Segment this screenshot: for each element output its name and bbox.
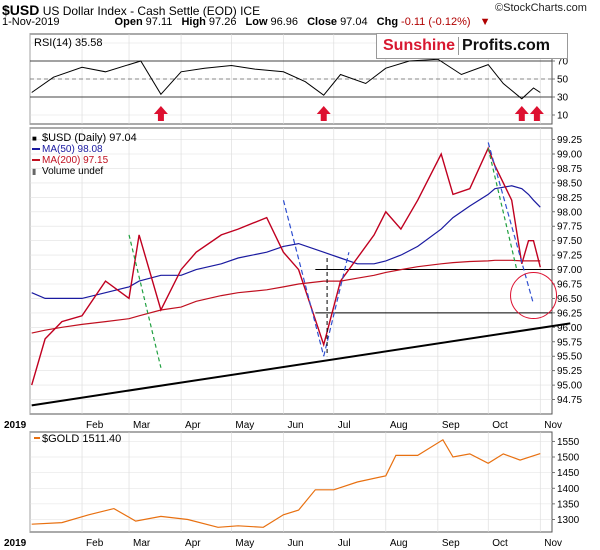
usd-legend: $USD (Daily) 97.04 <box>42 132 137 144</box>
gold-panel-ytick-label: 1300 <box>557 515 580 526</box>
open-value: 97.11 <box>145 16 173 28</box>
gold-legend: $GOLD 1511.40 <box>42 433 121 445</box>
gold-xtick-label: Apr <box>185 538 201 549</box>
brand-logo: Sunshine Profits.com <box>376 33 568 59</box>
brand-profits: Profits.com <box>462 37 551 54</box>
symbol: $USD <box>2 2 40 18</box>
rsi-panel-ytick-label: 50 <box>557 75 569 86</box>
rsi-panel-ytick-label: 10 <box>557 111 569 122</box>
chart-header-line2: 1-Nov-2019 Open 97.11 High 97.26 Low 96.96 … <box>2 16 497 28</box>
usd-price-panel-ytick-label: 95.75 <box>557 337 582 348</box>
usd-xtick-label: 2019 <box>4 420 27 431</box>
usd-xtick-label: Aug <box>390 420 408 431</box>
usd-price-panel-ytick-label: 97.25 <box>557 251 582 262</box>
usd-price-panel-ytick-label: 95.25 <box>557 366 582 377</box>
usd-xtick-label: May <box>235 420 254 431</box>
gold-panel-ytick-label: 1450 <box>557 468 580 479</box>
usd-price-panel-ytick-label: 95.50 <box>557 352 582 363</box>
highlight-circle <box>510 272 558 320</box>
blue-dashed-line <box>323 252 350 357</box>
chart-header-line1: $USD US Dollar Index - Cash Settle (EOD)… <box>2 2 260 18</box>
volume-legend: Volume undef <box>42 166 103 177</box>
usd-price-panel-ytick-label: 94.75 <box>557 395 582 406</box>
usd-price-panel-ytick-label: 95.00 <box>557 381 582 392</box>
low-value: 96.96 <box>270 16 299 28</box>
usd-price-panel-ytick-label: 96.00 <box>557 323 582 334</box>
rsi-panel-ytick-label: 30 <box>557 93 569 104</box>
ma200-legend: MA(200) 97.15 <box>42 155 109 166</box>
up-arrow-icon <box>514 106 529 121</box>
gold-xtick-label: Oct <box>492 538 508 549</box>
gold-xtick-label: 2019 <box>4 538 27 549</box>
rsi-panel-ytick-label: 70 <box>557 57 569 68</box>
gold-xtick-label: Feb <box>86 538 104 549</box>
green-dashed-line <box>128 234 162 368</box>
chart-date: 1-Nov-2019 <box>2 16 60 28</box>
up-arrow-icon <box>316 106 331 121</box>
usd-xtick-label: Nov <box>544 420 562 431</box>
usd-price-panel-ytick-label: 97.00 <box>557 265 582 276</box>
usd-price-panel-ytick-label: 99.25 <box>557 135 582 146</box>
usd-xtick-label: Apr <box>185 420 201 431</box>
gold-xtick-label: Jul <box>338 538 351 549</box>
usd-price-panel-ytick-label: 96.50 <box>557 294 582 305</box>
gold-line <box>31 438 541 528</box>
up-arrow-icon <box>529 106 544 121</box>
usd-xtick-label: Jun <box>287 420 303 431</box>
up-arrow-icon <box>153 106 168 121</box>
open-label: Open <box>114 16 143 28</box>
close-value: 97.04 <box>340 16 368 28</box>
chg-label: Chg <box>376 16 399 28</box>
usd-legend-swatch: ■ <box>32 134 37 143</box>
close-label: Close <box>307 16 338 28</box>
gold-panel-frame <box>29 431 553 533</box>
high-label: High <box>181 16 206 28</box>
high-value: 97.26 <box>208 16 237 28</box>
usd-xtick-label: Sep <box>442 420 460 431</box>
usd-price-panel-ytick-label: 98.50 <box>557 178 582 189</box>
chg-value: -0.11 (-0.12%) <box>401 16 471 28</box>
usd-price-panel-ytick-label: 96.25 <box>557 308 582 319</box>
usd-price-panel-ytick-label: 96.75 <box>557 280 582 291</box>
rsi-legend: RSI(14) 35.58 <box>34 37 102 49</box>
usd-xtick-label: Oct <box>492 420 508 431</box>
rising-trendline <box>31 322 571 407</box>
gold-xtick-label: Jun <box>287 538 303 549</box>
gold-xtick-label: Aug <box>390 538 408 549</box>
gold-panel-ytick-label: 1550 <box>557 437 580 448</box>
ma200-line <box>31 259 541 334</box>
usd-price-panel-ytick-label: 98.00 <box>557 207 582 218</box>
ma50-legend: MA(50) 98.08 <box>42 144 103 155</box>
usd-price-line <box>31 146 541 386</box>
usd-price-panel-ytick-label: 99.00 <box>557 150 582 161</box>
usd-price-panel-ytick-label: 98.25 <box>557 193 582 204</box>
down-triangle-icon: ▼ <box>479 16 491 28</box>
usd-price-panel-ytick-label: 97.75 <box>557 222 582 233</box>
stockcharts-watermark: ©StockCharts.com <box>495 2 587 14</box>
gold-xtick-label: Mar <box>133 538 151 549</box>
gold-xtick-label: May <box>235 538 254 549</box>
gold-panel-ytick-label: 1350 <box>557 499 580 510</box>
gold-panel-ytick-label: 1500 <box>557 453 580 464</box>
rsi-line <box>31 58 541 100</box>
usd-xtick-label: Jul <box>338 420 351 431</box>
instrument-name: US Dollar Index - Cash Settle (EOD) ICE <box>42 4 261 18</box>
gold-xtick-label: Sep <box>442 538 460 549</box>
blue-dashed-line <box>487 142 535 305</box>
usd-xtick-label: Mar <box>133 420 151 431</box>
usd-price-panel-ytick-label: 98.75 <box>557 164 582 175</box>
gold-xtick-label: Nov <box>544 538 562 549</box>
usd-xtick-label: Feb <box>86 420 104 431</box>
brand-sunshine: Sunshine <box>383 37 456 54</box>
gold-panel-ytick-label: 1400 <box>557 484 580 495</box>
usd-price-panel-ytick-label: 97.50 <box>557 236 582 247</box>
low-label: Low <box>245 16 268 28</box>
usd-price-panel-frame <box>29 127 553 415</box>
volume-legend-swatch: ▮ <box>32 167 36 176</box>
blue-dashed-line <box>282 200 325 357</box>
brand-divider <box>458 37 460 55</box>
